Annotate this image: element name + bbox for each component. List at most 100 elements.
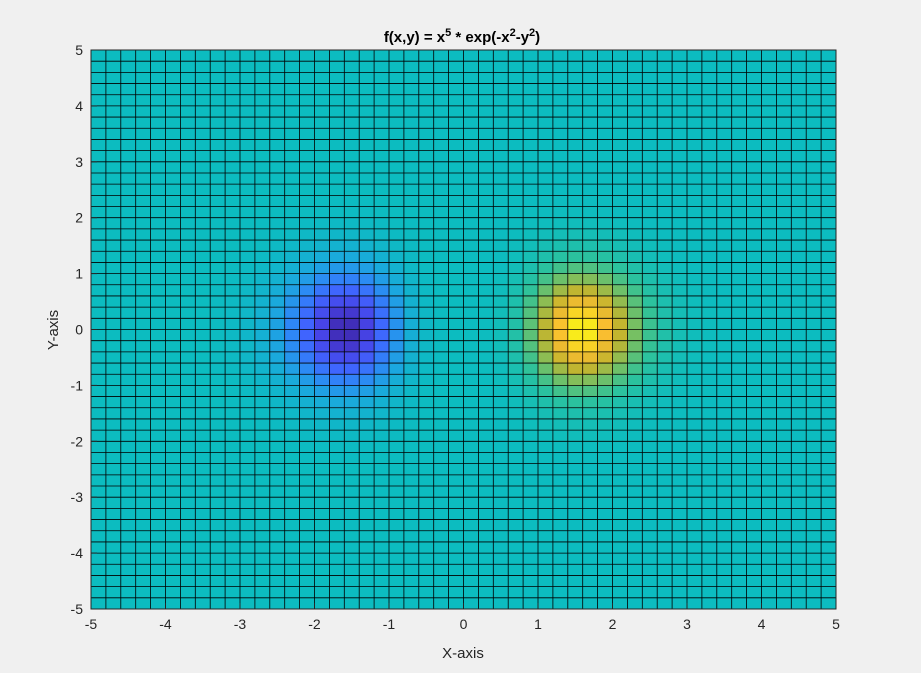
surface-cell [776, 497, 792, 509]
surface-cell [612, 307, 628, 319]
surface-cell [776, 553, 792, 565]
surface-cell [344, 329, 360, 342]
surface-cell [448, 441, 464, 453]
surface-cell [165, 105, 181, 118]
surface-cell [478, 228, 494, 241]
surface-cell [120, 195, 137, 207]
surface-cell [716, 262, 733, 274]
surface-cell [91, 519, 107, 532]
surface-cell [523, 441, 539, 453]
surface-cell [240, 161, 256, 174]
surface-cell [538, 139, 554, 152]
surface-cell [582, 351, 598, 364]
surface-cell [463, 508, 479, 520]
surface-cell [582, 586, 598, 599]
surface-cell [448, 474, 464, 487]
surface-cell [597, 228, 613, 241]
surface-cell [105, 497, 122, 509]
surface-cell [508, 172, 524, 185]
surface-cell [478, 452, 494, 465]
surface-cell [746, 50, 762, 62]
surface-cell [389, 340, 405, 353]
surface-cell [463, 575, 479, 588]
surface-cell [791, 150, 807, 163]
surface-cell [418, 318, 435, 330]
surface-cell [761, 195, 777, 207]
surface-cell [135, 418, 151, 431]
surface-cell [776, 363, 792, 375]
surface-cell [746, 497, 762, 509]
surface-cell [389, 117, 405, 129]
surface-cell [761, 575, 777, 588]
surface-cell [612, 83, 628, 96]
surface-cell [552, 318, 569, 330]
surface-cell [806, 318, 822, 330]
surface-cell [567, 139, 584, 152]
surface-cell [359, 385, 375, 397]
surface-cell [806, 441, 822, 453]
surface-cell [135, 441, 151, 453]
surface-cell [523, 128, 539, 140]
surface-cell [135, 184, 151, 196]
surface-cell [344, 295, 360, 308]
surface-cell [687, 385, 703, 397]
surface-cell [463, 452, 479, 465]
surface-cell [150, 295, 166, 308]
surface-cell [642, 575, 658, 588]
surface-cell [493, 329, 509, 342]
surface-cell [240, 396, 256, 409]
surface-cell [552, 564, 569, 576]
surface-cell [567, 385, 584, 397]
surface-cell [374, 329, 390, 342]
surface-cell [299, 363, 315, 375]
surface-cell [508, 284, 524, 297]
surface-cell [299, 150, 315, 163]
surface-cell [493, 430, 509, 442]
surface-cell [761, 441, 777, 453]
surface-cell [761, 150, 777, 163]
surface-cell [254, 105, 271, 118]
y-tick-label: 2 [75, 210, 83, 226]
surface-cell [269, 541, 286, 554]
surface-cell [344, 128, 360, 140]
surface-cell [806, 463, 822, 476]
surface-cell [448, 497, 464, 509]
surface-cell [508, 508, 524, 520]
surface-cell [597, 295, 613, 308]
surface-cell [821, 575, 837, 588]
surface-cell [672, 340, 688, 353]
surface-cell [478, 161, 494, 174]
surface-cell [314, 430, 330, 442]
surface-cell [403, 117, 420, 129]
surface-cell [374, 172, 390, 185]
surface-cell [359, 553, 375, 565]
surface-cell [105, 161, 122, 174]
surface-cell [582, 273, 598, 286]
surface-cell [597, 430, 613, 442]
surface-cell [552, 251, 569, 263]
surface-cell [284, 553, 300, 565]
surface-cell [657, 452, 673, 465]
surface-cell [597, 105, 613, 118]
surface-cell [403, 340, 420, 353]
surface-cell [195, 139, 211, 152]
surface-cell [657, 228, 673, 241]
surface-cell [284, 105, 300, 118]
surface-cell [746, 284, 762, 297]
surface-cell [746, 139, 762, 152]
surface-cell [821, 307, 837, 319]
surface-cell [627, 452, 643, 465]
x-tick-label: -4 [159, 616, 172, 632]
surface-cell [254, 150, 271, 163]
surface-cell [627, 228, 643, 241]
surface-cell [493, 172, 509, 185]
surface-cell [508, 407, 524, 420]
surface-cell [821, 184, 837, 196]
surface-cell [627, 396, 643, 409]
surface-cell [359, 172, 375, 185]
surface-cell [612, 441, 628, 453]
surface-cell [284, 117, 300, 129]
surface-cell [508, 374, 524, 386]
surface-cell [806, 50, 822, 62]
surface-cell [642, 418, 658, 431]
